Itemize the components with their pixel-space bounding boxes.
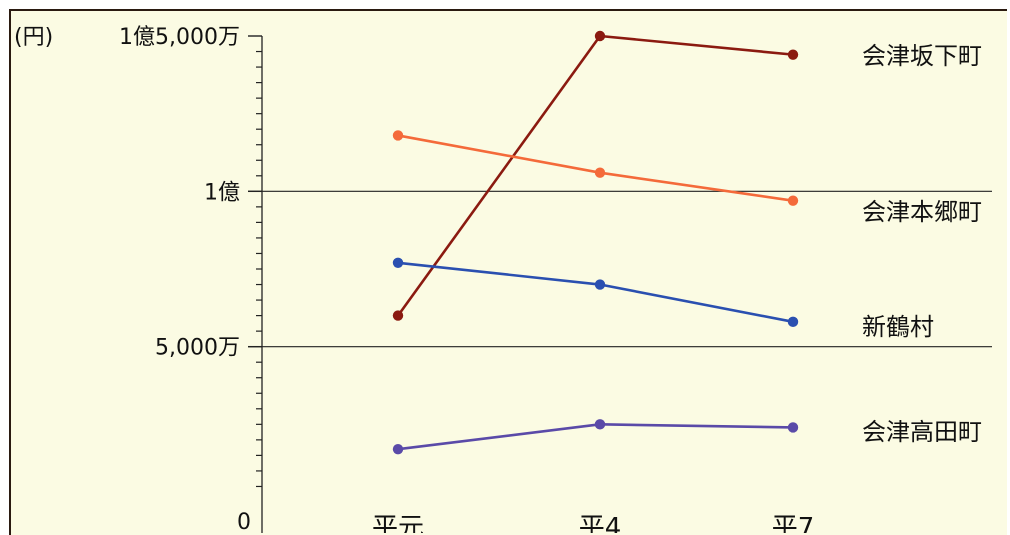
data-point [787, 422, 799, 433]
y-tick-label: 1億5,000万 [119, 25, 240, 50]
data-point [392, 310, 404, 321]
data-point [787, 316, 799, 328]
x-tick-label: 平7 [772, 513, 815, 533]
data-point [594, 419, 606, 430]
series-line [397, 423, 794, 451]
series-label: 新鶴村 [862, 313, 934, 341]
data-point [392, 130, 404, 141]
data-point [392, 257, 404, 268]
series-line [397, 261, 794, 324]
data-point [787, 195, 799, 206]
data-point [392, 443, 404, 455]
series-label: 会津坂下町 [862, 42, 982, 70]
x-tick-label: 平元 [372, 513, 424, 533]
data-point [594, 279, 606, 290]
series-label: 会津高田町 [862, 418, 982, 446]
y-tick-label: 1億 [204, 180, 240, 205]
data-point [594, 167, 606, 178]
series-label: 会津本郷町 [862, 198, 982, 226]
y-axis-unit-label: (円) [14, 25, 53, 50]
data-point [787, 49, 799, 60]
series-line [396, 34, 794, 317]
chart-background [9, 9, 1007, 535]
y-tick-label: 5,000万 [155, 336, 240, 361]
y-tick-label: 0 [237, 510, 251, 533]
data-point [594, 30, 606, 42]
x-tick-label: 平4 [579, 513, 622, 533]
